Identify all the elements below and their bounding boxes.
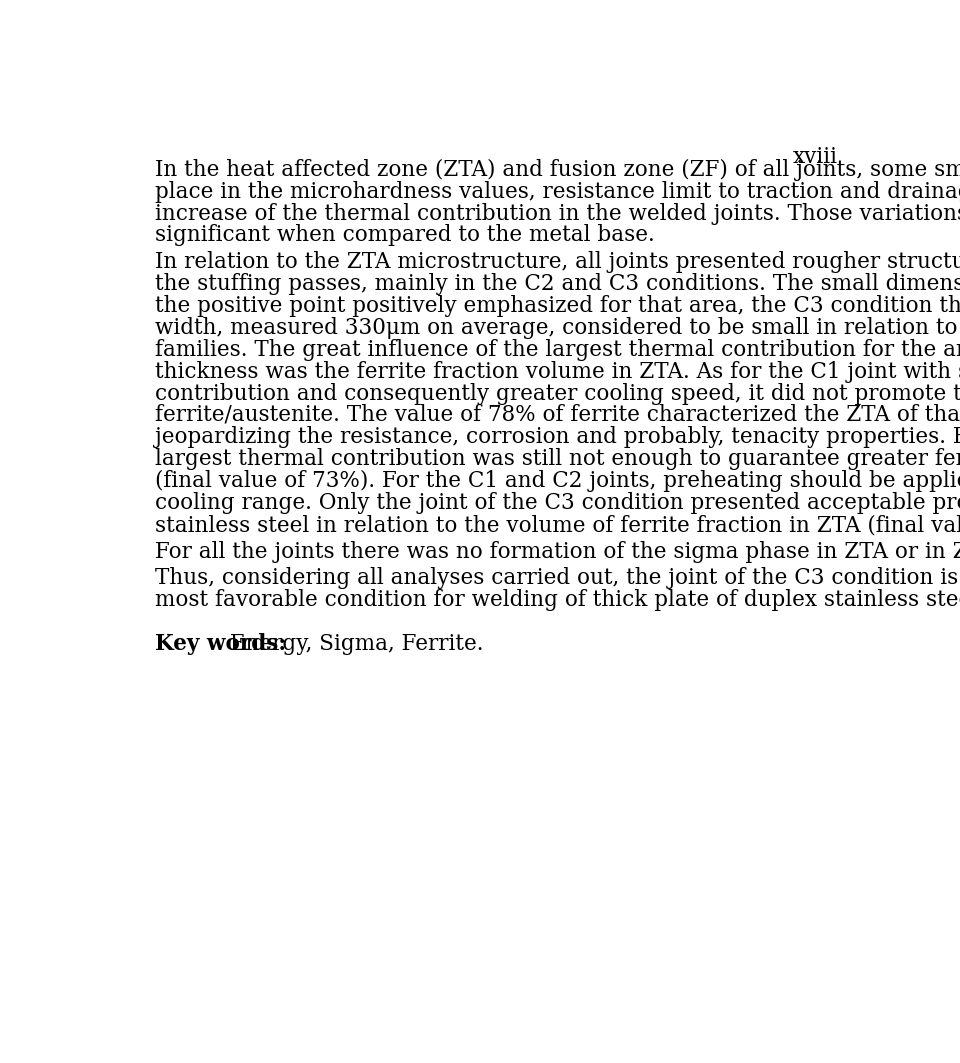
Text: Key words:: Key words: <box>155 634 286 656</box>
Text: largest thermal contribution was still not enough to guarantee greater ferrite v: largest thermal contribution was still n… <box>155 449 960 470</box>
Text: significant when compared to the metal base.: significant when compared to the metal b… <box>155 224 655 247</box>
Text: the positive point positively emphasized for that area, the C3 condition that pr: the positive point positively emphasized… <box>155 294 960 317</box>
Text: place in the microhardness values, resistance limit to traction and drainage lim: place in the microhardness values, resis… <box>155 181 960 203</box>
Text: families. The great influence of the largest thermal contribution for the analyz: families. The great influence of the lar… <box>155 339 960 360</box>
Text: increase of the thermal contribution in the welded joints. Those variations were: increase of the thermal contribution in … <box>155 203 960 224</box>
Text: In the heat affected zone (ZTA) and fusion zone (ZF) of all joints, some small a: In the heat affected zone (ZTA) and fusi… <box>155 158 960 181</box>
Text: thickness was the ferrite fraction volume in ZTA. As for the C1 joint with small: thickness was the ferrite fraction volum… <box>155 360 960 383</box>
Text: most favorable condition for welding of thick plate of duplex stainless steel UN: most favorable condition for welding of … <box>155 589 960 611</box>
Text: (final value of 73%). For the C1 and C2 joints, preheating should be applied to : (final value of 73%). For the C1 and C2 … <box>155 470 960 492</box>
Text: the stuffing passes, mainly in the C2 and C3 conditions. The small dimension of : the stuffing passes, mainly in the C2 an… <box>155 273 960 294</box>
Text: For all the joints there was no formation of the sigma phase in ZTA or in ZF.: For all the joints there was no formatio… <box>155 541 960 562</box>
Text: contribution and consequently greater cooling speed, it did not promote the bala: contribution and consequently greater co… <box>155 383 960 405</box>
Text: jeopardizing the resistance, corrosion and probably, tenacity properties. For th: jeopardizing the resistance, corrosion a… <box>155 426 960 449</box>
Text: Energy, Sigma, Ferrite.: Energy, Sigma, Ferrite. <box>224 634 484 656</box>
Text: width, measured 330μm on average, considered to be small in relation to other st: width, measured 330μm on average, consid… <box>155 317 960 339</box>
Text: stainless steel in relation to the volume of ferrite fraction in ZTA (final valu: stainless steel in relation to the volum… <box>155 514 960 536</box>
Text: ferrite/austenite. The value of 78% of ferrite characterized the ZTA of that joi: ferrite/austenite. The value of 78% of f… <box>155 404 960 426</box>
Text: xviii: xviii <box>793 147 838 168</box>
Text: Thus, considering all analyses carried out, the joint of the C3 condition is ind: Thus, considering all analyses carried o… <box>155 567 960 589</box>
Text: In relation to the ZTA microstructure, all joints presented rougher structure (l: In relation to the ZTA microstructure, a… <box>155 251 960 273</box>
Text: cooling range. Only the joint of the C3 condition presented acceptable propertie: cooling range. Only the joint of the C3 … <box>155 492 960 514</box>
